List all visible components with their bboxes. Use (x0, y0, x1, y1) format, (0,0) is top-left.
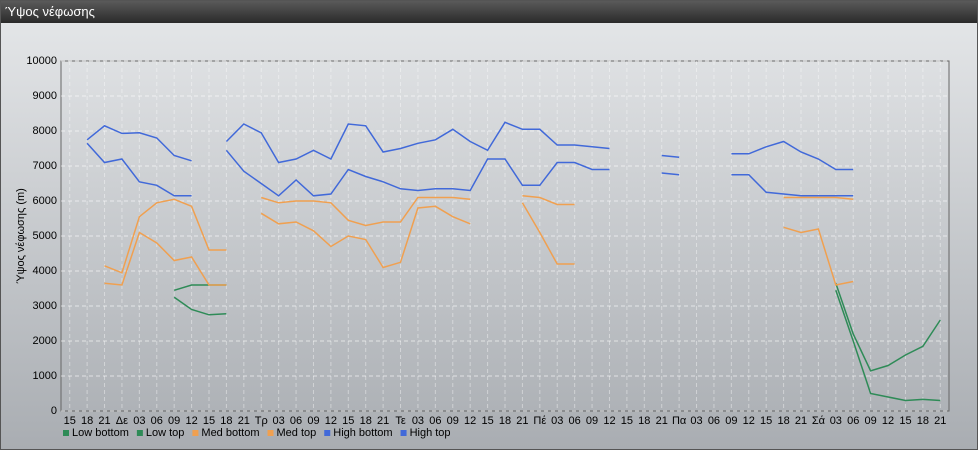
legend-marker (63, 430, 69, 436)
x-tick-label: 21 (795, 415, 807, 427)
series-line (173, 290, 941, 402)
y-tick-label: 3000 (33, 300, 57, 312)
legend-label: High bottom (333, 427, 392, 439)
x-tick-label: 18 (360, 415, 372, 427)
x-tick-label: 15 (203, 415, 215, 427)
x-tick-label: 12 (325, 415, 337, 427)
window-title: Ύψος νέφωσης (1, 1, 977, 23)
x-tick-label: 03 (133, 415, 145, 427)
x-tick-label: 21 (98, 415, 110, 427)
x-tick-label: 18 (81, 415, 93, 427)
x-tick-label: 03 (830, 415, 842, 427)
x-tick-label: 06 (151, 415, 163, 427)
x-tick-label: 09 (865, 415, 877, 427)
x-tick-label: 15 (899, 415, 911, 427)
x-tick-label: 12 (882, 415, 894, 427)
x-tick-label: 18 (917, 415, 929, 427)
y-tick-label: 7000 (33, 160, 57, 172)
legend-label: Low bottom (72, 427, 129, 439)
legend-marker (400, 430, 407, 436)
x-tick-label: 15 (64, 415, 76, 427)
x-tick-label: 21 (516, 415, 528, 427)
x-tick-label: Τε (395, 415, 406, 427)
x-tick-label: 06 (569, 415, 581, 427)
x-tick-label: 06 (847, 415, 859, 427)
legend-marker (267, 430, 274, 436)
x-tick-label: 18 (777, 415, 789, 427)
x-tick-label: Σά (812, 415, 826, 427)
y-tick-label: 9000 (33, 90, 57, 102)
legend-label: Med bottom (201, 427, 259, 439)
y-tick-label: 0 (51, 405, 57, 417)
x-tick-label: 21 (377, 415, 389, 427)
series-line (86, 142, 854, 197)
x-tick-label: 09 (725, 415, 737, 427)
y-tick-label: 10000 (26, 55, 57, 67)
legend-label: Low top (146, 427, 185, 439)
x-tick-label: 21 (238, 415, 250, 427)
x-tick-label: 06 (708, 415, 720, 427)
x-tick-label: 15 (481, 415, 493, 427)
x-tick-label: Τρ (255, 415, 268, 427)
legend-label: High top (410, 427, 451, 439)
x-tick-label: 18 (220, 415, 232, 427)
x-tick-label: 15 (760, 415, 772, 427)
legend-marker (324, 430, 331, 436)
x-tick-label: 09 (307, 415, 319, 427)
legend-marker (192, 430, 199, 436)
x-tick-label: Πέ (533, 415, 546, 427)
x-tick-label: 03 (551, 415, 563, 427)
legend-marker (136, 430, 143, 436)
x-tick-label: 06 (429, 415, 441, 427)
series-line (86, 121, 854, 171)
x-tick-label: 12 (603, 415, 615, 427)
y-tick-label: 1000 (33, 370, 57, 382)
x-tick-label: Δε (116, 415, 128, 427)
y-tick-label: 5000 (33, 230, 57, 242)
legend-label: Med top (277, 427, 317, 439)
x-tick-label: 03 (690, 415, 702, 427)
x-tick-label: 03 (412, 415, 424, 427)
x-tick-label: 12 (743, 415, 755, 427)
x-tick-label: 15 (342, 415, 354, 427)
x-tick-label: 12 (464, 415, 476, 427)
chart: Ύψος νέφωσης (m) 0 1000 2000 3000 4000 5000 60… (15, 55, 950, 439)
x-tick-label: 18 (499, 415, 511, 427)
x-tick-label: 12 (185, 415, 197, 427)
y-tick-label: 2000 (33, 335, 57, 347)
x-tick-label: 03 (273, 415, 285, 427)
y-axis-label: Ύψος νέφωσης (m) (15, 188, 27, 284)
y-tick-label: 6000 (33, 195, 57, 207)
y-tick-label: 8000 (33, 125, 57, 137)
x-tick-label: 09 (586, 415, 598, 427)
x-tick-label: 21 (934, 415, 946, 427)
x-tick-label: 15 (621, 415, 633, 427)
x-tick-label: Πα (672, 415, 687, 427)
x-tick-label: 18 (638, 415, 650, 427)
series-line (104, 195, 854, 274)
x-tick-label: 09 (447, 415, 459, 427)
y-tick-label: 4000 (33, 265, 57, 277)
x-tick-label: 21 (656, 415, 668, 427)
series-line (104, 202, 854, 286)
x-tick-label: 06 (290, 415, 302, 427)
x-tick-label: 09 (168, 415, 180, 427)
